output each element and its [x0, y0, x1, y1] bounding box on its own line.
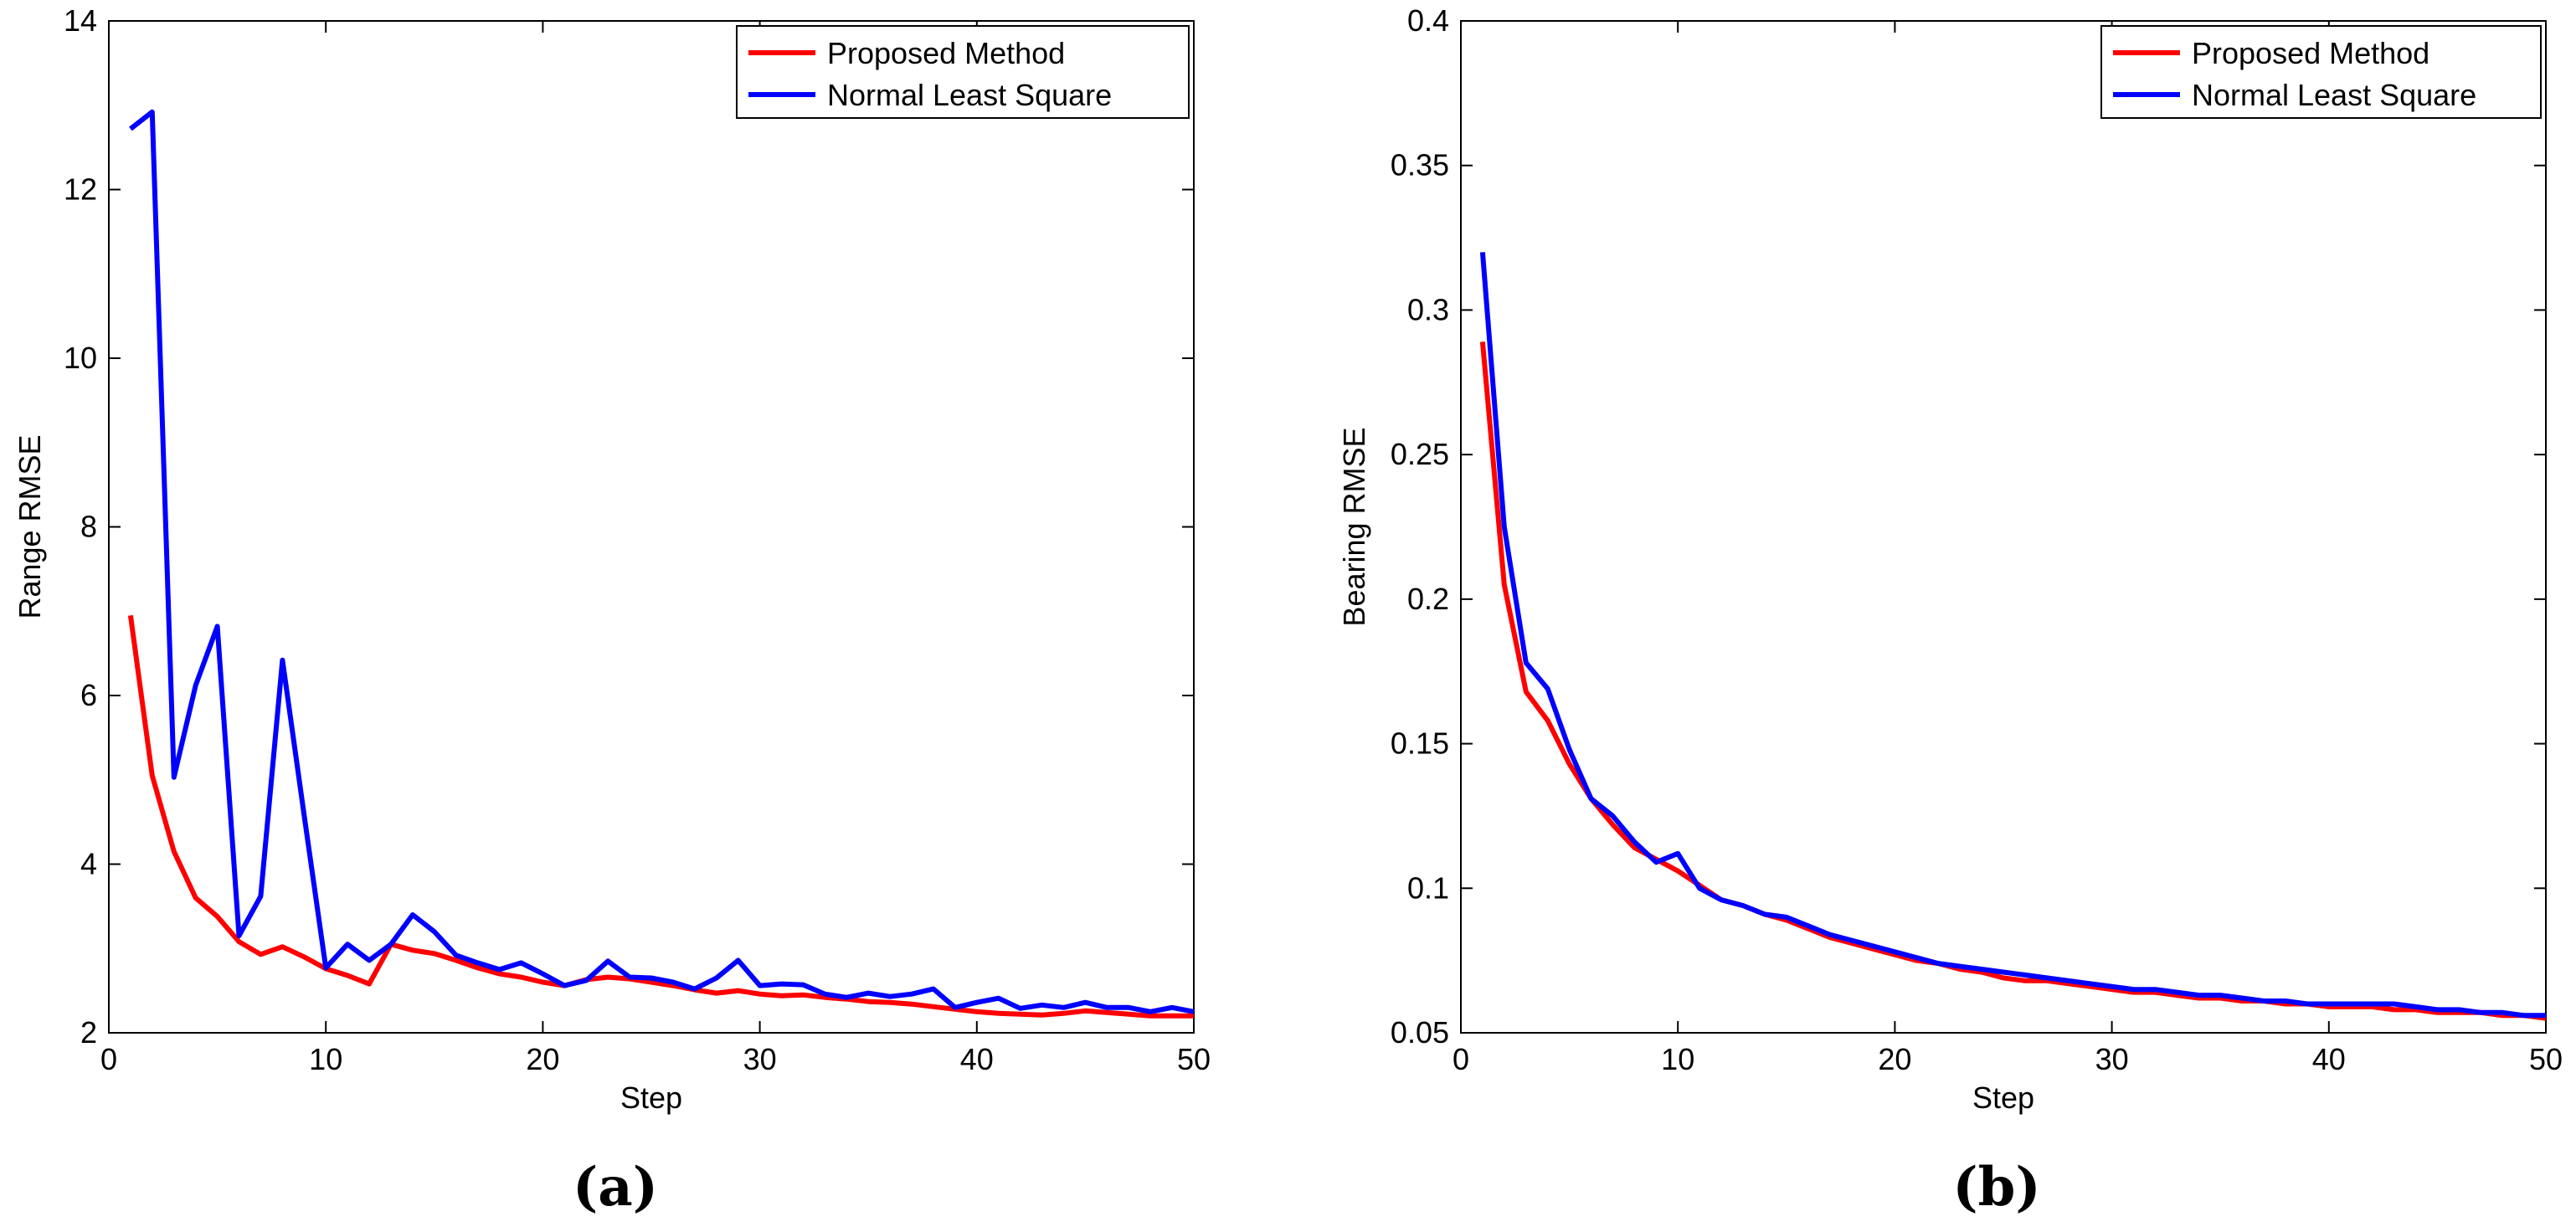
y-tick-label: 0.35	[1391, 148, 1449, 182]
x-tick-label: 0	[100, 1042, 117, 1076]
legend-entry-label: Proposed Method	[2192, 36, 2429, 70]
plot-frame	[1460, 20, 2547, 1034]
y-tick-label: 10	[64, 341, 97, 375]
chart-panel-a: 0 10 20 30 40 50 2 4 6 8 10 12 14 Step Range RMSE Propo…	[13, 3, 1211, 1219]
legend-box	[2100, 25, 2542, 119]
x-tick-label: 10	[1661, 1042, 1694, 1076]
x-tick-label: 40	[960, 1042, 994, 1076]
x-tick-label: 40	[2312, 1042, 2346, 1076]
panel-label: (b)	[1952, 1156, 2040, 1219]
series-line-normal-least-square	[129, 109, 1195, 1014]
y-tick-label: 8	[80, 510, 97, 544]
x-tick-label: 10	[309, 1042, 342, 1076]
y-tick-label: 0.1	[1407, 870, 1449, 905]
x-tick-label: 20	[526, 1042, 559, 1076]
series-line-proposed-method	[127, 614, 1194, 1019]
x-tick-label: 30	[2095, 1042, 2129, 1076]
y-tick-label: 0.2	[1407, 582, 1449, 616]
chart-panel-b: 0 10 20 30 40 50 0.05 0.1 0.15 0.2 0.25 0.3 0.35 0.4 S…	[1337, 3, 2563, 1219]
x-axis-label: Step	[1972, 1081, 2034, 1115]
legend: Proposed Method Normal Least Square	[2100, 25, 2542, 119]
y-tick-label: 6	[80, 678, 97, 712]
legend-entry-label: Normal Least Square	[827, 78, 1112, 112]
x-tick-label: 30	[743, 1042, 777, 1076]
y-tick-label: 4	[80, 847, 97, 881]
x-tick-label: 50	[1177, 1042, 1211, 1076]
y-tick-label: 0.3	[1407, 292, 1449, 326]
y-axis-label: Bearing RMSE	[1337, 427, 1371, 626]
x-tick-label: 20	[1878, 1042, 1911, 1076]
legend-box	[736, 25, 1190, 119]
x-axis-label: Step	[620, 1081, 682, 1115]
x-tick-label: 50	[2529, 1042, 2563, 1076]
x-tick-label: 0	[1453, 1042, 1469, 1076]
y-tick-label: 0.4	[1407, 3, 1449, 38]
panel-label: (a)	[573, 1156, 658, 1219]
y-tick-label: 0.05	[1391, 1015, 1449, 1050]
y-tick-label: 12	[64, 172, 97, 207]
y-tick-label: 0.15	[1391, 726, 1449, 761]
legend: Proposed Method Normal Least Square	[736, 25, 1190, 119]
y-axis-label: Range RMSE	[13, 434, 47, 619]
y-tick-label: 2	[80, 1015, 97, 1050]
series-line-normal-least-square	[1479, 252, 2546, 1019]
legend-entry-label: Normal Least Square	[2192, 78, 2476, 112]
y-tick-label: 0.25	[1391, 437, 1449, 471]
legend-entry-label: Proposed Method	[827, 36, 1065, 70]
y-tick-label: 14	[64, 3, 97, 38]
